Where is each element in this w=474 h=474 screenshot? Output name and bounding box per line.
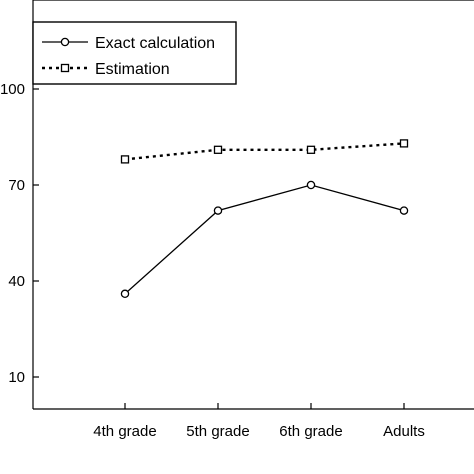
- series-line: [124, 142, 405, 161]
- legend-box: [32, 21, 237, 85]
- y-tick-label: 70: [8, 177, 25, 194]
- x-axis-ticks: 4th grade 5th grade 6th grade Adults: [93, 403, 425, 440]
- data-point: [399, 139, 409, 148]
- legend: Exact calculation Estimation: [32, 21, 237, 85]
- series-layer: [120, 139, 409, 299]
- legend-items: Exact calculation Estimation: [42, 35, 215, 78]
- y-tick-label: 10: [8, 369, 25, 386]
- y-tick-label: 40: [8, 273, 25, 290]
- data-point: [213, 206, 223, 215]
- legend-marker: [60, 37, 70, 47]
- legend-label: Exact calculation: [95, 35, 215, 52]
- data-point: [399, 206, 409, 215]
- data-point: [306, 180, 316, 190]
- data-point: [306, 145, 316, 154]
- legend-marker: [60, 63, 70, 73]
- legend-label: Estimation: [95, 61, 170, 78]
- y-tick-label: 100: [0, 81, 25, 98]
- data-point: [213, 145, 223, 154]
- series-line: [124, 184, 405, 295]
- y-axis-ticks: 10 40 70 100: [0, 81, 39, 386]
- x-tick-label: 6th grade: [279, 423, 342, 440]
- x-tick-label: 4th grade: [93, 423, 156, 440]
- x-tick-label: Adults: [383, 423, 425, 440]
- data-point: [120, 289, 130, 299]
- x-tick-label: 5th grade: [186, 423, 249, 440]
- data-point: [120, 155, 130, 164]
